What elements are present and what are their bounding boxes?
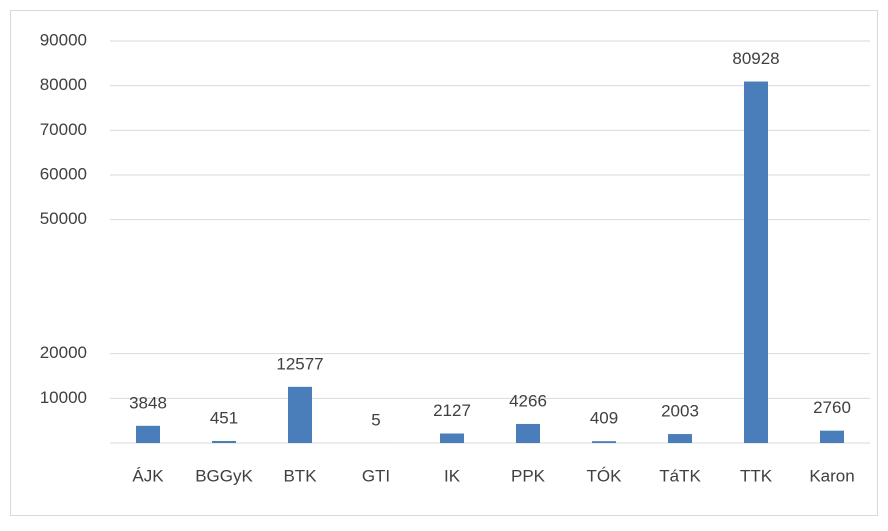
bar [136, 426, 160, 443]
bar [744, 82, 768, 443]
value-label: 12577 [276, 354, 323, 373]
x-tick-label: Karon [809, 466, 854, 485]
y-tick-label: 20000 [40, 343, 87, 362]
value-label: 2003 [661, 402, 699, 421]
x-tick-label: TTK [740, 466, 773, 485]
x-tick-label: BGGyK [195, 466, 253, 485]
bar [288, 387, 312, 443]
y-tick-label: 90000 [40, 30, 87, 49]
value-label: 409 [590, 409, 618, 428]
x-tick-label: ÁJK [132, 466, 164, 485]
value-label: 80928 [732, 49, 779, 68]
value-label: 2760 [813, 398, 851, 417]
x-tick-label: GTI [362, 466, 390, 485]
y-tick-label: 10000 [40, 388, 87, 407]
bar [668, 434, 692, 443]
x-tick-label: BTK [283, 466, 317, 485]
value-label: 451 [210, 408, 238, 427]
bar [440, 433, 464, 443]
bar [592, 441, 616, 443]
x-tick-label: TáTK [659, 466, 701, 485]
value-label: 2127 [433, 401, 471, 420]
value-label: 3848 [129, 393, 167, 412]
y-tick-label: 50000 [40, 209, 87, 228]
bar [820, 431, 844, 443]
y-tick-label: 60000 [40, 164, 87, 183]
value-label: 4266 [509, 391, 547, 410]
x-tick-label: PPK [511, 466, 546, 485]
value-label: 5 [371, 410, 380, 429]
y-tick-label: 70000 [40, 120, 87, 139]
x-tick-label: TÓK [587, 466, 623, 485]
x-tick-label: IK [444, 466, 461, 485]
bar [212, 441, 236, 443]
y-tick-label: 80000 [40, 75, 87, 94]
bar [516, 424, 540, 443]
